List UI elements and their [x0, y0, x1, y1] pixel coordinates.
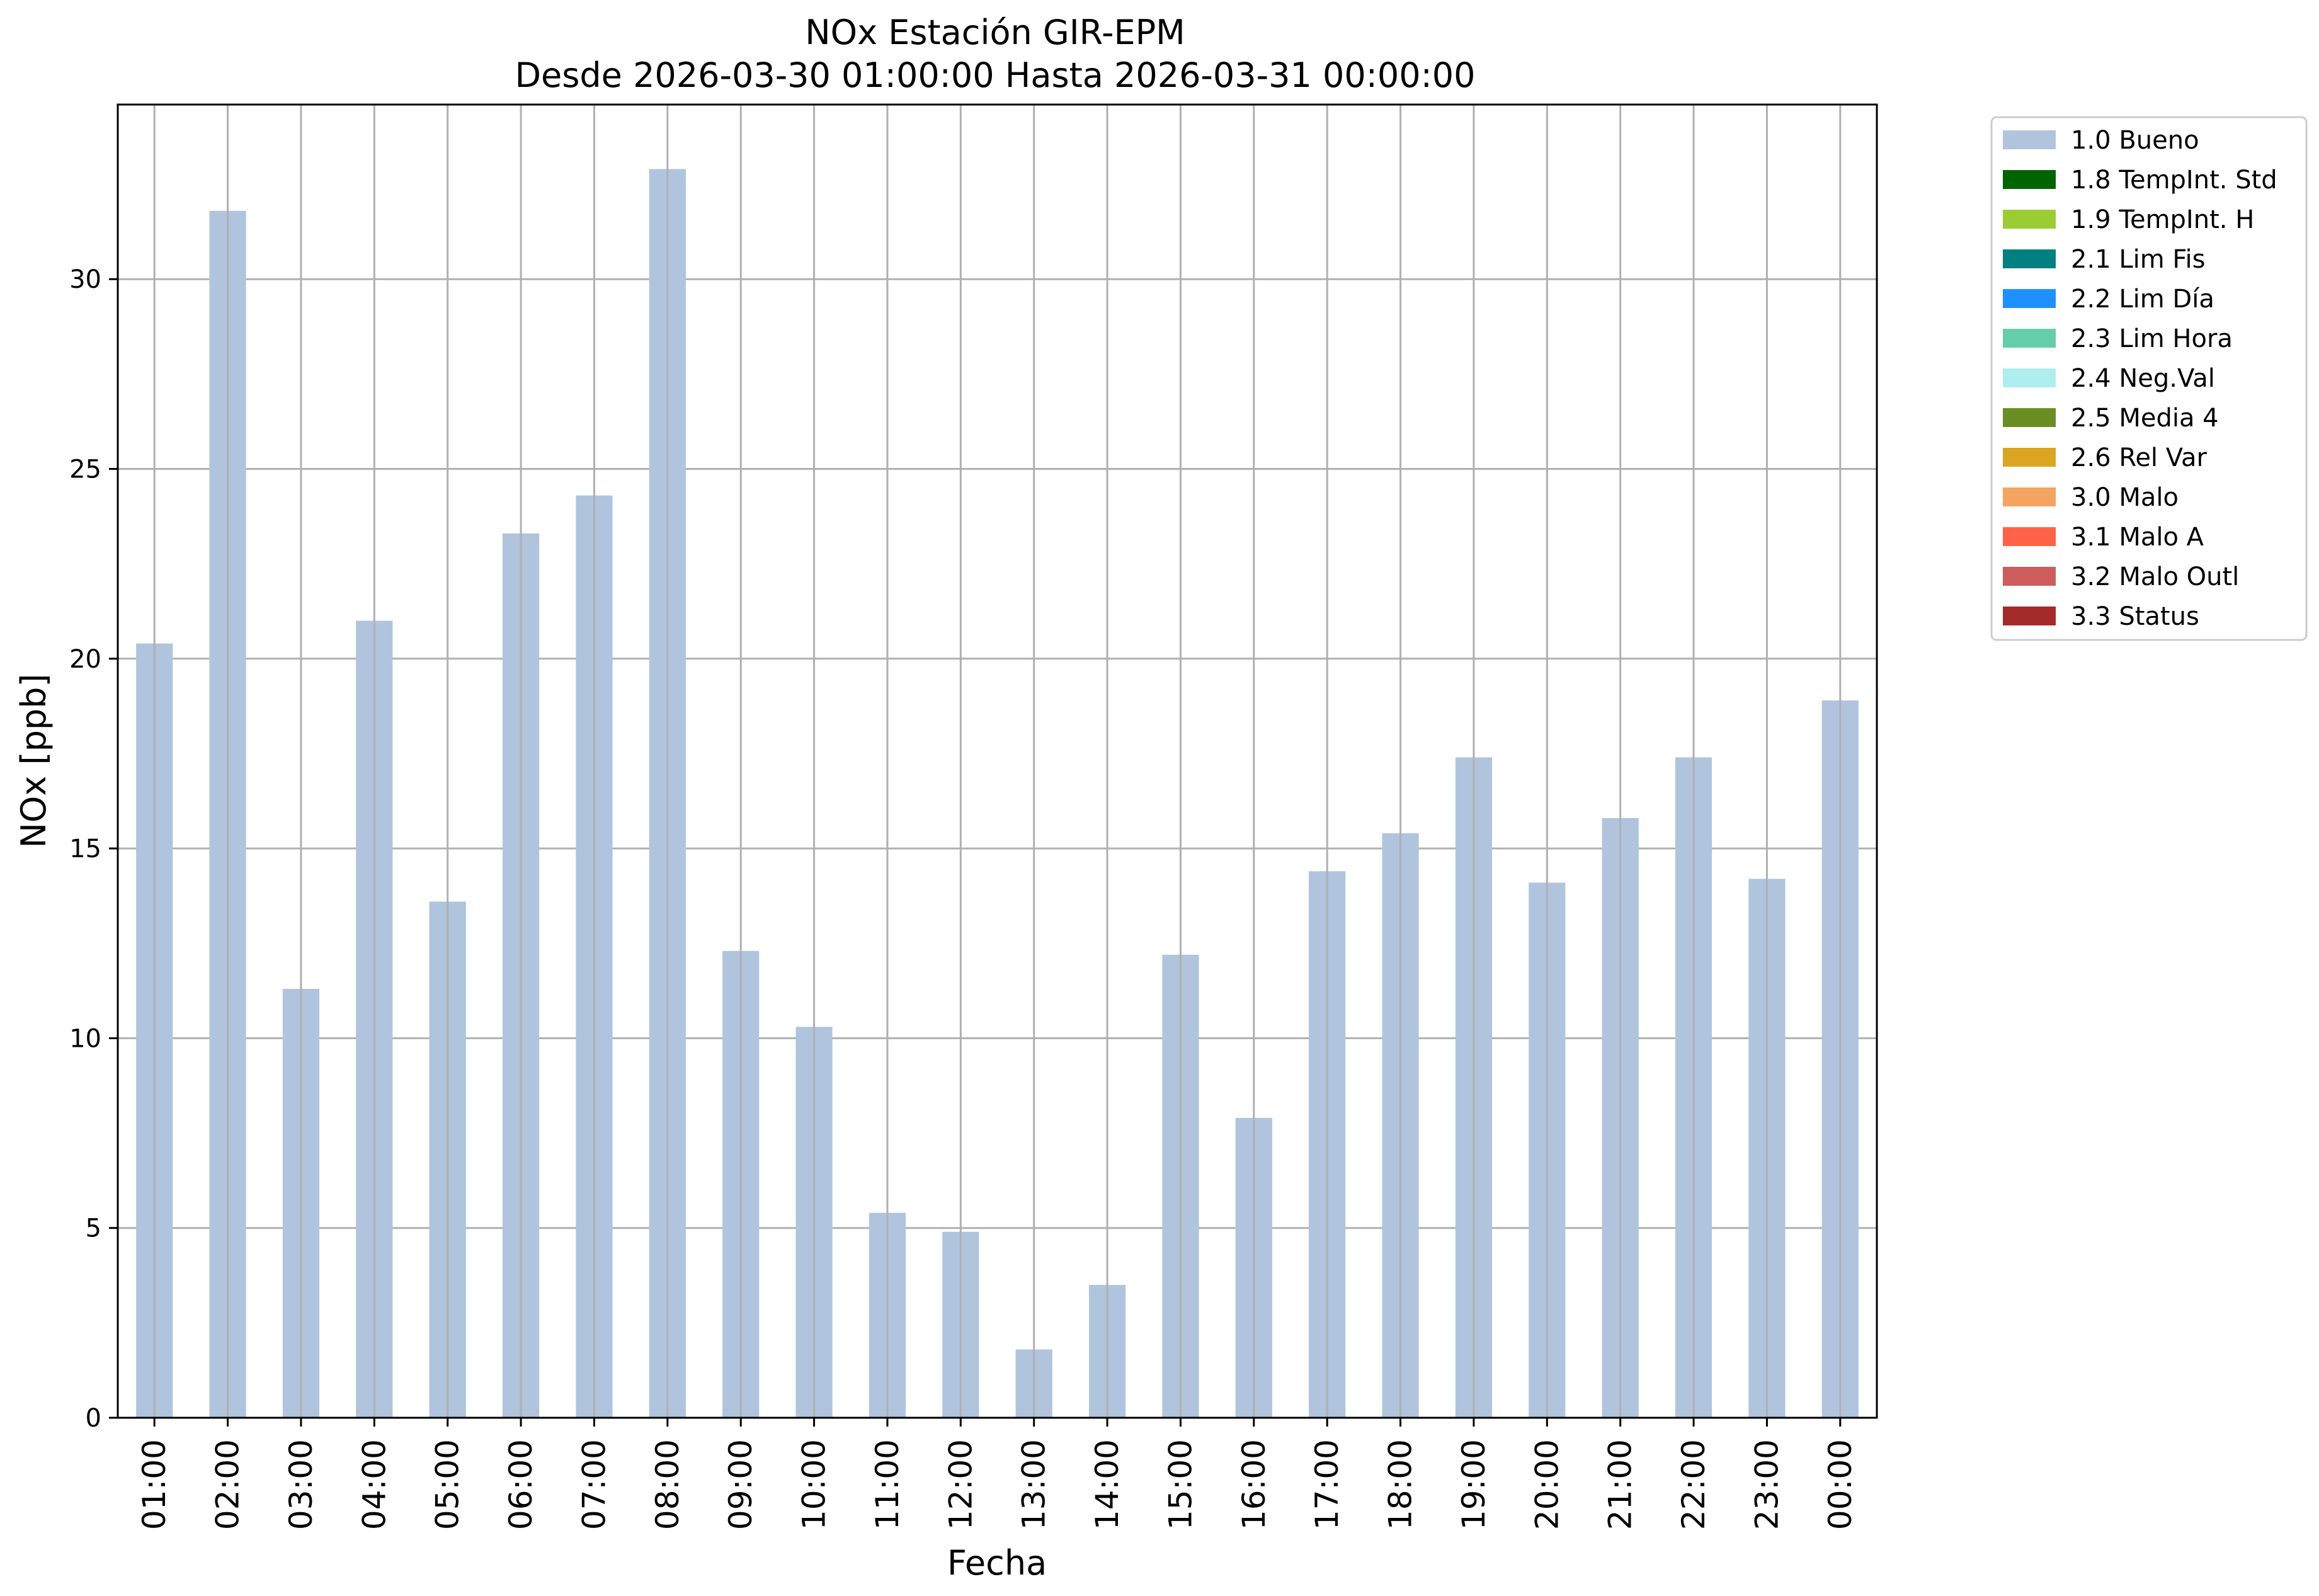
- y-axis-label: NOx [ppb]: [14, 674, 54, 848]
- legend-swatch: [2003, 289, 2056, 308]
- x-tick-label: 05:00: [430, 1439, 466, 1530]
- x-tick-label: 16:00: [1236, 1439, 1272, 1530]
- legend-label: 1.9 TempInt. H: [2071, 205, 2254, 234]
- legend-swatch: [2003, 329, 2056, 348]
- legend-swatch: [2003, 249, 2056, 268]
- legend-swatch: [2003, 170, 2056, 189]
- x-tick-label: 06:00: [503, 1439, 539, 1530]
- x-tick-label: 03:00: [283, 1439, 319, 1530]
- x-tick-label: 04:00: [356, 1439, 392, 1530]
- y-axis-ticks: 0 5 10 15 20 25 30: [69, 265, 118, 1433]
- legend-swatch: [2003, 607, 2056, 625]
- legend-label: 1.0 Bueno: [2071, 126, 2199, 155]
- legend-swatch: [2003, 527, 2056, 546]
- x-tick-label: 23:00: [1748, 1439, 1785, 1530]
- x-tick-label: 13:00: [1016, 1439, 1052, 1530]
- legend-swatch: [2003, 130, 2056, 149]
- legend-label: 2.1 Lim Fis: [2071, 245, 2205, 274]
- legend-swatch: [2003, 487, 2056, 506]
- y-tick-label: 0: [86, 1404, 101, 1433]
- x-tick-label: 18:00: [1382, 1439, 1419, 1530]
- x-tick-label: 15:00: [1162, 1439, 1199, 1530]
- x-tick-label: 17:00: [1309, 1439, 1345, 1530]
- legend-swatch: [2003, 448, 2056, 467]
- legend-swatch: [2003, 210, 2056, 229]
- x-tick-label: 09:00: [722, 1439, 759, 1530]
- x-tick-label: 02:00: [210, 1439, 246, 1530]
- y-tick-label: 5: [86, 1214, 101, 1243]
- x-tick-label: 12:00: [942, 1439, 979, 1530]
- x-tick-label: 14:00: [1089, 1439, 1125, 1530]
- legend-label: 2.3 Lim Hora: [2071, 324, 2233, 353]
- chart-title: NOx Estación GIR-EPM: [805, 13, 1185, 52]
- legend-label: 3.2 Malo Outl: [2071, 562, 2239, 591]
- y-tick-label: 15: [69, 835, 101, 864]
- y-tick-label: 25: [69, 455, 101, 484]
- legend-swatch: [2003, 567, 2056, 586]
- x-axis-ticks: 01:00 02:00 03:00 04:00 05:00 06:00 07:00 08:00…: [136, 1418, 1859, 1530]
- legend-label: 1.8 TempInt. Std: [2071, 166, 2277, 195]
- legend-swatch: [2003, 408, 2056, 427]
- y-tick-label: 10: [69, 1024, 101, 1053]
- legend: 1.0 Bueno 1.8 TempInt. Std 1.9 TempInt. H 2…: [1990, 116, 2308, 641]
- legend-label: 3.1 Malo A: [2071, 523, 2204, 552]
- plot-area-frame: [117, 103, 1878, 1419]
- legend-label: 2.4 Neg.Val: [2071, 364, 2215, 393]
- x-tick-label: 21:00: [1602, 1439, 1639, 1530]
- x-tick-label: 07:00: [576, 1439, 612, 1530]
- x-tick-label: 10:00: [796, 1439, 833, 1530]
- legend-label: 2.6 Rel Var: [2071, 443, 2208, 472]
- y-gridlines: [118, 278, 1877, 1419]
- x-tick-label: 01:00: [136, 1439, 173, 1530]
- x-tick-label: 11:00: [869, 1439, 906, 1530]
- legend-label: 2.2 Lim Día: [2071, 285, 2214, 314]
- x-tick-label: 00:00: [1822, 1439, 1859, 1530]
- x-tick-label: 22:00: [1675, 1439, 1712, 1530]
- x-tick-label: 19:00: [1456, 1439, 1492, 1530]
- y-tick-label: 30: [69, 265, 101, 294]
- y-tick-label: 20: [69, 645, 101, 674]
- bars-group: [136, 169, 1859, 1418]
- chart-subtitle: Desde 2026-03-30 01:00:00 Hasta 2026-03-…: [515, 55, 1475, 95]
- legend-frame: [1990, 116, 2308, 641]
- x-axis-label: Fecha: [947, 1543, 1047, 1583]
- legend-label: 2.5 Media 4: [2071, 404, 2219, 433]
- legend-swatch: [2003, 368, 2056, 387]
- x-tick-label: 20:00: [1529, 1439, 1565, 1530]
- x-tick-label: 08:00: [649, 1439, 686, 1530]
- legend-label: 3.3 Status: [2071, 602, 2199, 631]
- legend-label: 3.0 Malo: [2071, 483, 2179, 512]
